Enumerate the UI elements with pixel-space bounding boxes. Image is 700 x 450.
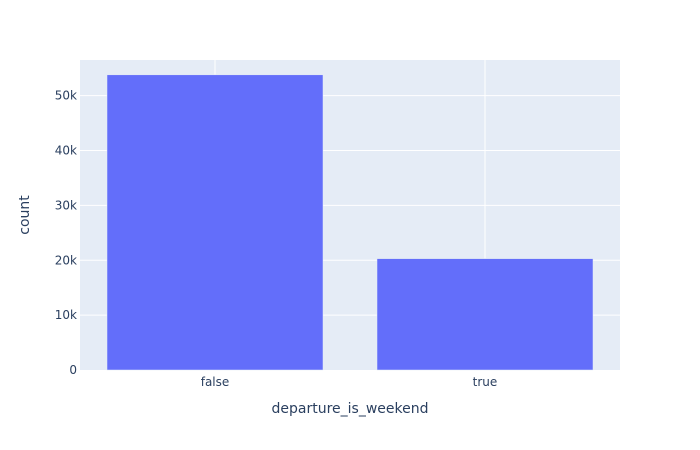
y-tick-label: 50k (55, 89, 77, 103)
y-tick-label: 30k (55, 198, 77, 212)
y-axis-title: count (17, 195, 33, 235)
x-tick-label: true (473, 375, 498, 389)
y-tick-label: 0 (69, 363, 77, 377)
x-axis-ticks: false true (201, 375, 498, 389)
bar-true[interactable] (376, 258, 594, 371)
y-tick-label: 20k (55, 253, 77, 267)
bars (106, 74, 594, 371)
y-tick-label: 40k (55, 144, 77, 158)
y-axis-ticks: 0 10k 20k 30k 40k 50k (55, 89, 77, 377)
bar-false[interactable] (106, 74, 324, 371)
x-axis-title: departure_is_weekend (272, 401, 429, 417)
x-tick-label: false (201, 375, 230, 389)
y-tick-label: 10k (55, 308, 77, 322)
